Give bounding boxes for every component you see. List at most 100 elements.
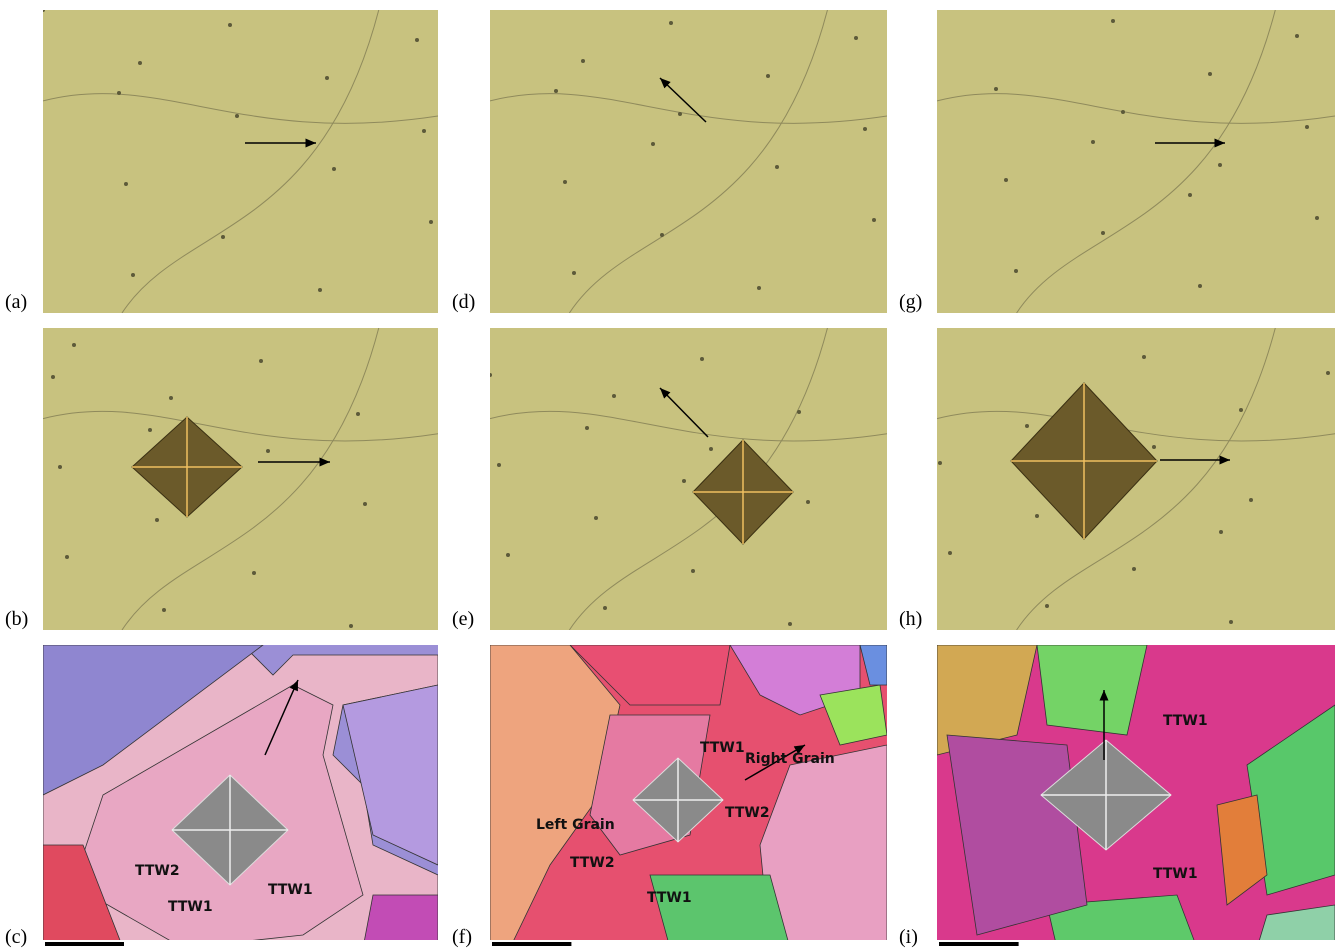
- pit: [1249, 498, 1253, 502]
- pit: [581, 59, 585, 63]
- annotation: TTW1: [268, 882, 313, 898]
- panel-image: [488, 328, 887, 630]
- pit: [266, 449, 270, 453]
- pit: [660, 233, 664, 237]
- micrograph: [937, 10, 1335, 313]
- pit: [669, 21, 673, 25]
- pit: [1132, 567, 1136, 571]
- pit: [1326, 371, 1330, 375]
- annotation: TTW2: [570, 855, 615, 871]
- pit: [1121, 110, 1125, 114]
- pit: [117, 91, 121, 95]
- pit: [1101, 231, 1105, 235]
- pit: [797, 410, 801, 414]
- pit: [332, 167, 336, 171]
- panel-image: [41, 8, 438, 313]
- pit: [124, 182, 128, 186]
- annotation: TTW1: [168, 899, 213, 915]
- panel-image: [43, 645, 438, 948]
- pit: [1229, 620, 1233, 624]
- pit: [1111, 19, 1115, 23]
- pit: [497, 463, 501, 467]
- scale-bar: [45, 942, 124, 946]
- pit: [766, 74, 770, 78]
- pit: [1295, 34, 1299, 38]
- pit: [1091, 140, 1095, 144]
- pit: [1198, 284, 1202, 288]
- pit: [51, 375, 55, 379]
- pit: [709, 447, 713, 451]
- scale-bar: [492, 942, 571, 946]
- panel-label: (d): [452, 291, 475, 313]
- pit: [1305, 125, 1309, 129]
- pit: [948, 551, 952, 555]
- pit: [318, 288, 322, 292]
- pit: [994, 87, 998, 91]
- panel-label: (f): [452, 926, 472, 948]
- panel-label: (h): [899, 608, 922, 630]
- panel-image: [490, 10, 887, 313]
- pit: [41, 8, 45, 12]
- pit: [259, 359, 263, 363]
- panel-image: [937, 10, 1335, 313]
- pit: [131, 273, 135, 277]
- pit: [854, 36, 858, 40]
- pit: [228, 23, 232, 27]
- pit: [488, 373, 492, 377]
- pit: [506, 553, 510, 557]
- pit: [349, 624, 353, 628]
- panel-label: (b): [5, 608, 28, 630]
- pit: [138, 61, 142, 65]
- pit: [585, 426, 589, 430]
- pit: [1014, 269, 1018, 273]
- annotation: TTW2: [725, 805, 770, 821]
- pit: [603, 606, 607, 610]
- pit: [691, 569, 695, 573]
- micrograph: [43, 328, 438, 630]
- pit: [422, 129, 426, 133]
- pit: [1208, 72, 1212, 76]
- pit: [429, 220, 433, 224]
- pit: [235, 114, 239, 118]
- pit: [1152, 445, 1156, 449]
- pit: [788, 622, 792, 626]
- pit: [1045, 604, 1049, 608]
- panel-label: (c): [5, 926, 27, 948]
- panel-label: (a): [5, 291, 27, 313]
- micrograph: [43, 10, 438, 313]
- pit: [169, 396, 173, 400]
- annotation: TTW1: [700, 740, 745, 756]
- pit: [806, 500, 810, 504]
- pit: [58, 465, 62, 469]
- pit: [594, 516, 598, 520]
- pit: [155, 518, 159, 522]
- micrograph: [490, 10, 887, 313]
- panel-image: [937, 645, 1335, 948]
- pit: [938, 461, 942, 465]
- pit: [863, 127, 867, 131]
- pit: [1035, 514, 1039, 518]
- panel-image: [43, 328, 438, 630]
- pit: [148, 428, 152, 432]
- annotation: Right Grain: [745, 751, 835, 767]
- pit: [325, 76, 329, 80]
- pit: [682, 479, 686, 483]
- pit: [572, 271, 576, 275]
- pit: [356, 412, 360, 416]
- pit: [1239, 408, 1243, 412]
- panel-image: [937, 328, 1335, 630]
- pit: [162, 608, 166, 612]
- pit: [1142, 355, 1146, 359]
- pit: [65, 555, 69, 559]
- pit: [554, 89, 558, 93]
- pit: [1004, 178, 1008, 182]
- micrograph: [490, 328, 887, 630]
- scale-bar: [939, 942, 1019, 946]
- pit: [1315, 216, 1319, 220]
- annotation: TTW1: [1153, 866, 1198, 882]
- pit: [415, 38, 419, 42]
- pit: [1218, 163, 1222, 167]
- grain: [650, 875, 790, 948]
- pit: [252, 571, 256, 575]
- pit: [651, 142, 655, 146]
